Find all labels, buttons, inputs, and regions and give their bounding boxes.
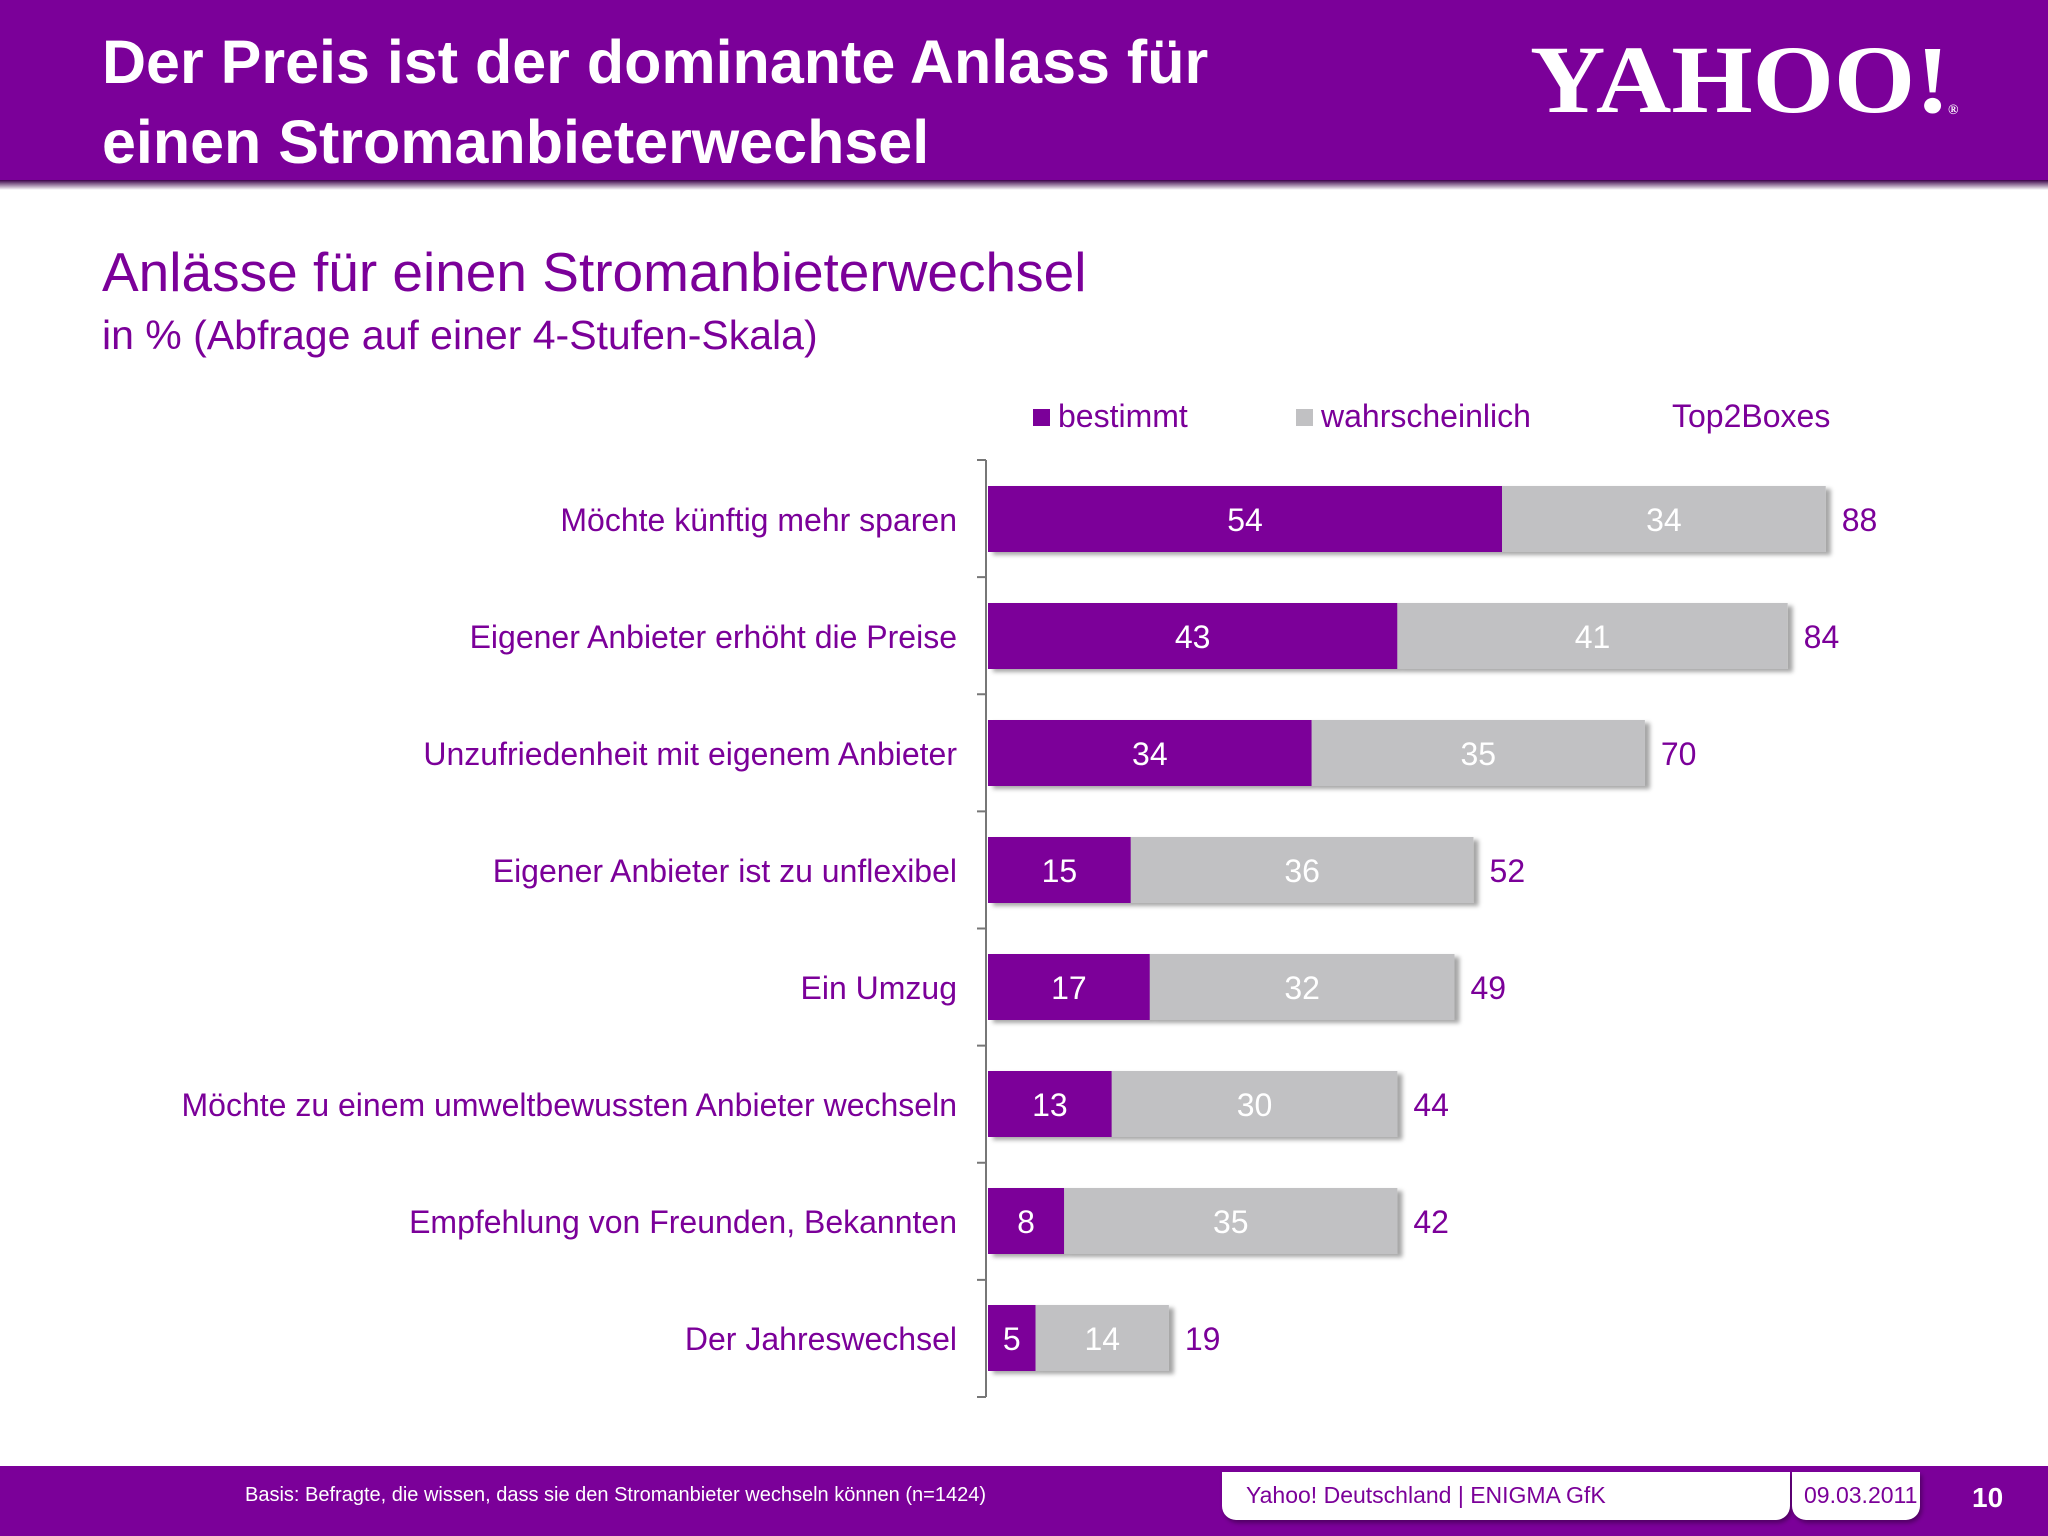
page-title-line-2: einen Stromanbieterwechsel — [102, 108, 930, 176]
chart-subtitle: in % (Abfrage auf einer 4-Stufen-Skala) — [102, 312, 818, 358]
bar-segment-wahrscheinlich — [1502, 486, 1826, 552]
header-bar — [0, 0, 2048, 180]
bar-row: Ein Umzug 17 32 49 — [801, 954, 1506, 1020]
bar-segment-bestimmt — [988, 603, 1398, 669]
data-label-wahrscheinlich: 36 — [1284, 853, 1320, 889]
data-label-bestimmt: 17 — [1051, 970, 1087, 1006]
bar-segment-wahrscheinlich — [1064, 1188, 1398, 1254]
bar-row: Möchte künftig mehr sparen 54 34 88 — [560, 486, 1877, 552]
footer-date-tab: 09.03.2011 — [1792, 1472, 1920, 1520]
bar-segment-bestimmt — [988, 486, 1503, 552]
data-label-bestimmt: 34 — [1132, 736, 1168, 772]
category-label: Ein Umzug — [801, 970, 958, 1006]
footer-date-text: 09.03.2011 — [1804, 1482, 1918, 1508]
category-label: Empfehlung von Freunden, Bekannten — [409, 1204, 957, 1240]
data-label-bestimmt: 15 — [1042, 853, 1078, 889]
data-label-top2boxes: 19 — [1185, 1321, 1221, 1357]
bar-segment-wahrscheinlich — [1311, 720, 1645, 786]
page-number: 10 — [1972, 1482, 2004, 1513]
yahoo-logo: YAHOO! ® — [1530, 30, 1959, 130]
bar-segment-bestimmt — [988, 954, 1150, 1020]
data-label-wahrscheinlich: 30 — [1237, 1087, 1273, 1123]
category-label: Der Jahreswechsel — [685, 1321, 957, 1357]
header-shadow — [0, 180, 2048, 190]
data-label-bestimmt: 8 — [1017, 1204, 1035, 1240]
bar-row: Möchte zu einem umweltbewussten Anbieter… — [181, 1071, 1449, 1137]
stacked-bar-chart: bestimmt wahrscheinlich Top2Boxes Möchte k… — [181, 398, 1877, 1398]
bar-rows: Möchte künftig mehr sparen 54 34 88 Eigener … — [181, 486, 1877, 1371]
bar-segment-bestimmt — [988, 837, 1131, 903]
data-label-top2boxes: 88 — [1842, 502, 1878, 538]
y-axis — [977, 459, 987, 1398]
bar-stack — [988, 954, 1455, 1020]
data-label-wahrscheinlich: 41 — [1575, 619, 1611, 655]
category-label: Möchte zu einem umweltbewussten Anbieter… — [181, 1087, 957, 1123]
data-label-wahrscheinlich: 14 — [1084, 1321, 1120, 1357]
legend-label-wahrscheinlich: wahrscheinlich — [1320, 398, 1531, 434]
legend-swatch-bestimmt — [1033, 409, 1050, 426]
category-label: Möchte künftig mehr sparen — [560, 502, 957, 538]
bar-row: Eigener Anbieter erhöht die Preise 43 41 84 — [470, 603, 1840, 669]
bar-segment-wahrscheinlich — [1397, 603, 1788, 669]
footer-source-text: Yahoo! Deutschland | ENIGMA GfK — [1246, 1482, 1606, 1508]
bar-row: Der Jahreswechsel 5 14 19 — [685, 1305, 1221, 1371]
bar-segment-wahrscheinlich — [1149, 954, 1455, 1020]
data-label-bestimmt: 5 — [1003, 1321, 1021, 1357]
page-title: Der Preis ist der dominante Anlass für e… — [102, 22, 1402, 182]
bar-row: Unzufriedenheit mit eigenem Anbieter 34 35… — [423, 720, 1696, 786]
category-label: Unzufriedenheit mit eigenem Anbieter — [423, 736, 957, 772]
bar-segment-bestimmt — [988, 720, 1312, 786]
bar-stack — [988, 486, 1826, 552]
bar-segment-bestimmt — [988, 1071, 1112, 1137]
data-label-top2boxes: 44 — [1413, 1087, 1449, 1123]
bar-row: Empfehlung von Freunden, Bekannten 8 35 42 — [409, 1188, 1449, 1254]
bar-segment-wahrscheinlich — [1035, 1305, 1169, 1371]
legend-swatch-wahrscheinlich — [1296, 409, 1313, 426]
page-title-line-1: Der Preis ist der dominante Anlass für — [102, 28, 1209, 96]
data-label-wahrscheinlich: 32 — [1284, 970, 1320, 1006]
bar-stack — [988, 1188, 1398, 1254]
data-label-top2boxes: 49 — [1470, 970, 1506, 1006]
category-label: Eigener Anbieter ist zu unflexibel — [493, 853, 957, 889]
bar-segment-wahrscheinlich — [1130, 837, 1474, 903]
legend-label-bestimmt: bestimmt — [1058, 398, 1188, 434]
data-label-top2boxes: 70 — [1661, 736, 1697, 772]
bar-row: Eigener Anbieter ist zu unflexibel 15 36 52 — [493, 837, 1525, 903]
bar-stack — [988, 837, 1474, 903]
bar-segment-bestimmt — [988, 1188, 1065, 1254]
data-label-bestimmt: 54 — [1227, 502, 1263, 538]
bar-stack — [988, 720, 1645, 786]
category-label: Eigener Anbieter erhöht die Preise — [470, 619, 957, 655]
bar-stack — [988, 603, 1788, 669]
data-label-top2boxes: 52 — [1490, 853, 1526, 889]
bar-segment-bestimmt — [988, 1305, 1036, 1371]
data-label-wahrscheinlich: 35 — [1213, 1204, 1249, 1240]
data-label-top2boxes: 42 — [1413, 1204, 1449, 1240]
data-label-wahrscheinlich: 34 — [1646, 502, 1682, 538]
bar-segment-wahrscheinlich — [1111, 1071, 1398, 1137]
data-label-top2boxes: 84 — [1804, 619, 1840, 655]
legend-label-top2boxes: Top2Boxes — [1672, 398, 1830, 434]
yahoo-logo-text: YAHOO! — [1530, 30, 1950, 130]
data-label-bestimmt: 43 — [1175, 619, 1211, 655]
chart-legend: bestimmt wahrscheinlich Top2Boxes — [1033, 398, 1830, 434]
yahoo-logo-registered: ® — [1948, 103, 1959, 118]
chart-title: Anlässe für einen Stromanbieterwechsel — [102, 241, 1087, 303]
footer-basis-note: Basis: Befragte, die wissen, dass sie de… — [245, 1484, 986, 1506]
footer-source-tab: Yahoo! Deutschland | ENIGMA GfK — [1222, 1472, 1790, 1520]
bar-stack — [988, 1071, 1398, 1137]
data-label-wahrscheinlich: 35 — [1460, 736, 1496, 772]
data-label-bestimmt: 13 — [1032, 1087, 1068, 1123]
bar-stack — [988, 1305, 1169, 1371]
